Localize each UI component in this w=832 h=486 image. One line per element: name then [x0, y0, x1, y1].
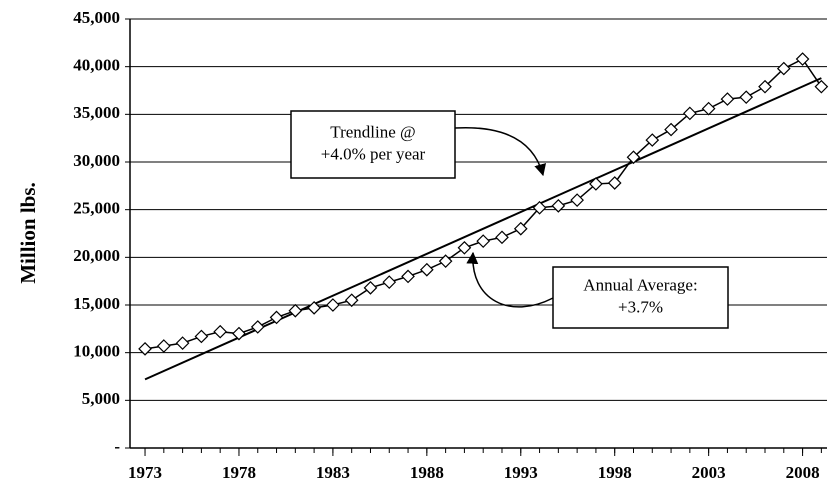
annotation-arrow: [466, 251, 554, 308]
x-tick-label: 1973: [128, 463, 162, 482]
x-tick-label: 1983: [316, 463, 350, 482]
diamond-marker: [683, 106, 697, 121]
diamond-marker: [720, 92, 735, 106]
diamond-marker: [532, 200, 547, 215]
diamond-marker: [401, 269, 415, 284]
diamond-marker: [138, 342, 152, 356]
annotation-arrow: [454, 126, 547, 177]
y-tick-label: 25,000: [73, 199, 120, 218]
trendline: [144, 77, 822, 381]
diamond-marker: [814, 79, 829, 94]
y-tick-label: 30,000: [73, 151, 120, 170]
diamond-marker: [232, 326, 246, 341]
diamond-marker: [269, 310, 284, 325]
diamond-marker: [156, 339, 171, 353]
y-tick-label: 20,000: [73, 246, 120, 265]
diamond-marker: [213, 324, 228, 339]
x-tick-label: 2003: [692, 463, 726, 482]
diamond-marker: [476, 234, 491, 248]
annotation-text: Trendline @: [330, 122, 415, 141]
diamond-marker: [495, 230, 509, 245]
y-tick-label: 40,000: [73, 56, 120, 75]
diamond-marker: [382, 275, 397, 289]
diamond-marker: [419, 262, 434, 277]
annotation-text: Annual Average:: [583, 275, 697, 294]
diamond-marker: [626, 150, 641, 165]
diamond-marker: [307, 301, 321, 315]
diamond-marker: [326, 298, 340, 312]
x-tick-label: 1998: [598, 463, 632, 482]
y-tick-label: 35,000: [73, 103, 120, 122]
diamond-marker: [664, 122, 678, 137]
diamond-marker: [758, 79, 772, 94]
diamond-marker: [739, 90, 754, 105]
diamond-marker: [776, 61, 791, 76]
diamond-marker: [250, 320, 265, 334]
y-tick-label: 5,000: [82, 389, 120, 408]
diamond-marker: [175, 336, 190, 350]
x-tick-label: 2008: [786, 463, 820, 482]
y-tick-label: 10,000: [73, 342, 120, 361]
diamond-marker: [570, 193, 584, 207]
diamond-marker: [344, 293, 359, 308]
y-tick-label: -: [114, 437, 120, 456]
diamond-marker: [438, 254, 453, 268]
diamond-marker: [194, 329, 209, 344]
y-tick-label: 15,000: [73, 294, 120, 313]
diamond-marker: [551, 199, 566, 213]
diamond-marker: [363, 280, 378, 295]
annotation-text: +3.7%: [618, 297, 663, 316]
y-axis-label: Million lbs.: [16, 182, 40, 284]
x-tick-label: 1988: [410, 463, 444, 482]
diamond-marker: [795, 52, 810, 66]
x-tick-label: 1978: [222, 463, 256, 482]
diamond-marker: [589, 177, 603, 191]
annotation-box: [552, 266, 729, 329]
diamond-marker: [701, 101, 716, 116]
diamond-marker: [457, 240, 472, 255]
annotation-text: +4.0% per year: [321, 144, 426, 163]
diamond-marker: [513, 221, 528, 236]
diamond-marker: [607, 176, 622, 190]
x-tick-label: 1993: [504, 463, 538, 482]
diamond-marker: [288, 303, 303, 318]
y-tick-label: 45,000: [73, 8, 120, 27]
diamond-marker: [645, 133, 660, 147]
annotation-box: [290, 110, 456, 179]
